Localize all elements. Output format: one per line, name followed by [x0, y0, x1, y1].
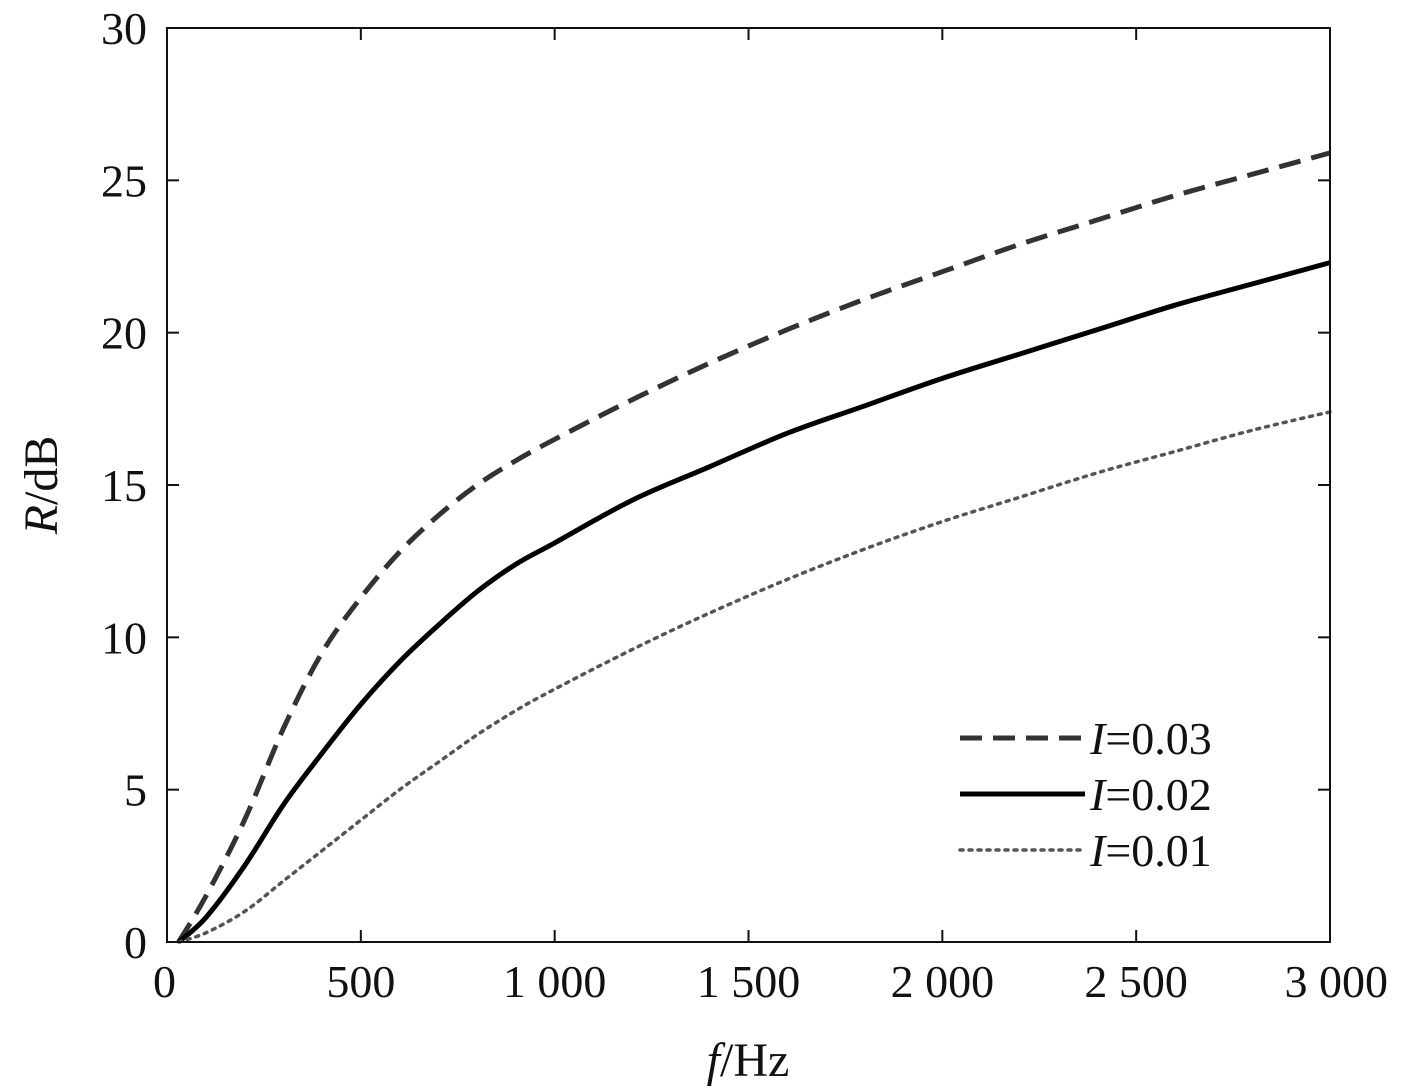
- y-tick-label: 5: [124, 765, 147, 816]
- series-line-0: [176, 150, 1331, 944]
- y-axis-label: R/dB: [15, 436, 68, 536]
- x-tick-label: 1 500: [697, 956, 801, 1007]
- x-axis-label: f/Hz: [707, 1034, 790, 1087]
- legend-value: =0.02: [1105, 769, 1211, 820]
- x-tick-label: 2 500: [1084, 956, 1188, 1007]
- x-tick-label: 3 000: [1285, 956, 1389, 1007]
- legend-var: I: [1089, 713, 1108, 764]
- legend-var: I: [1089, 825, 1108, 876]
- series-line-1: [176, 260, 1331, 944]
- y-axis-var: R: [15, 505, 68, 535]
- legend: I=0.03I=0.02I=0.01: [958, 713, 1212, 876]
- y-tick-label: 15: [101, 460, 147, 511]
- series-layer: [176, 150, 1332, 944]
- y-tick-label: 30: [101, 3, 147, 54]
- x-tick-label: 0: [153, 956, 176, 1007]
- x-tick-label: 2 000: [891, 956, 995, 1007]
- legend-label-0: I=0.03: [1089, 713, 1212, 764]
- y-tick-label: 10: [101, 612, 147, 663]
- legend-label-2: I=0.01: [1089, 825, 1212, 876]
- tick-labels-layer: 0 500 1 000 1 500 2 000 2 500 3 000 0 5 10 15 20 25 3…: [101, 3, 1388, 1007]
- y-tick-label: 0: [124, 917, 147, 968]
- y-tick-label: 20: [101, 308, 147, 359]
- legend-value: =0.03: [1105, 713, 1211, 764]
- y-tick-label: 25: [101, 155, 147, 206]
- x-axis-unit: /Hz: [720, 1034, 789, 1087]
- legend-value: =0.01: [1105, 825, 1211, 876]
- legend-label-1: I=0.02: [1089, 769, 1212, 820]
- x-tick-label: 1 000: [503, 956, 607, 1007]
- ticks-layer: [166, 27, 1331, 943]
- series-line-2: [176, 410, 1332, 944]
- y-axis-unit: /dB: [15, 436, 68, 505]
- x-tick-label: 500: [326, 956, 395, 1007]
- legend-var: I: [1089, 769, 1108, 820]
